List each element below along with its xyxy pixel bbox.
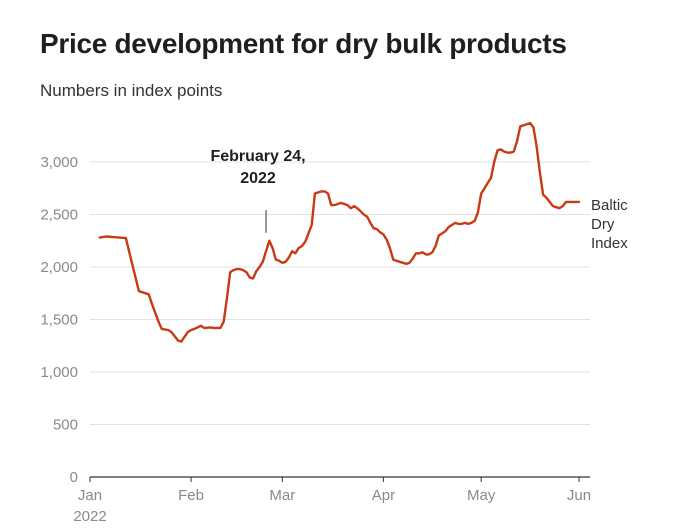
y-tick-label: 3,000 bbox=[40, 154, 78, 171]
chart-subtitle: Numbers in index points bbox=[40, 81, 223, 100]
series-label: Index bbox=[591, 235, 628, 252]
y-tick-label: 1,000 bbox=[40, 364, 78, 381]
y-tick-label: 2,500 bbox=[40, 207, 78, 224]
annotation-text-line2: 2022 bbox=[240, 170, 276, 187]
x-tick-label: Jan bbox=[78, 487, 102, 504]
series-label: Baltic bbox=[591, 197, 628, 214]
series-label: Dry bbox=[591, 216, 615, 233]
chart-title: Price development for dry bulk products bbox=[40, 28, 567, 59]
x-tick-label: Mar bbox=[269, 487, 295, 504]
y-tick-label: 500 bbox=[53, 417, 78, 434]
x-tick-label: Jun bbox=[567, 487, 591, 504]
y-tick-label: 2,000 bbox=[40, 259, 78, 276]
y-tick-label: 1,500 bbox=[40, 312, 78, 329]
x-tick-label: May bbox=[467, 487, 496, 504]
x-tick-label: Apr bbox=[372, 487, 395, 504]
series-line-baltic-dry-index bbox=[98, 121, 581, 343]
y-tick-label: 0 bbox=[70, 469, 78, 486]
x-tick-label: Feb bbox=[178, 487, 204, 504]
x-tick-sublabel: 2022 bbox=[73, 508, 106, 525]
annotation-text-line1: February 24, bbox=[210, 148, 305, 165]
